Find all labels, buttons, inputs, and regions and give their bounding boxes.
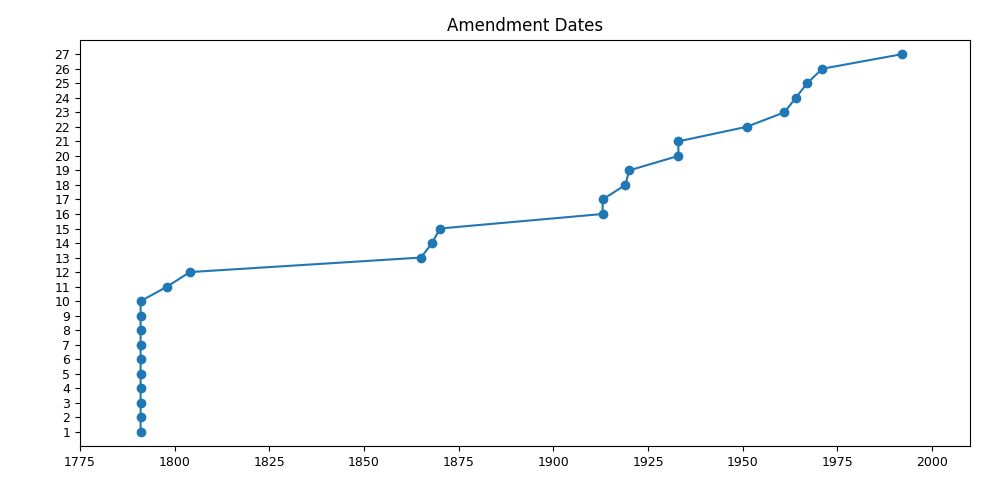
Title: Amendment Dates: Amendment Dates — [447, 17, 603, 35]
